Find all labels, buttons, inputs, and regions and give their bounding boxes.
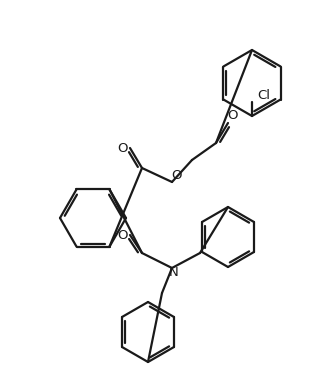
Text: Cl: Cl: [257, 89, 270, 102]
Text: O: O: [117, 142, 127, 154]
Text: O: O: [227, 109, 237, 122]
Text: N: N: [169, 267, 179, 279]
Text: O: O: [117, 229, 127, 241]
Text: O: O: [172, 169, 182, 181]
